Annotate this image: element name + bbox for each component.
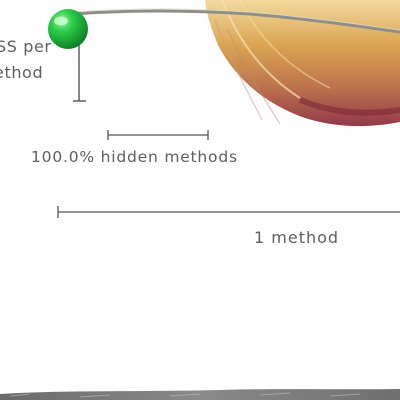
vertical-scale-bar — [73, 45, 86, 102]
rock-edge — [0, 389, 400, 400]
feather-image — [205, 0, 400, 127]
method-scale-label: 1 method — [254, 228, 340, 247]
pin-needle — [70, 9, 400, 34]
hidden-methods-scale-bar — [107, 130, 209, 140]
cut-off-label-line-1: SS per — [0, 37, 52, 56]
cut-off-label-line-2: ethod — [0, 63, 44, 82]
hidden-methods-scale-label: 100.0% hidden methods — [31, 148, 238, 166]
green-pin-icon — [48, 9, 88, 49]
method-scale-bar — [57, 206, 400, 218]
